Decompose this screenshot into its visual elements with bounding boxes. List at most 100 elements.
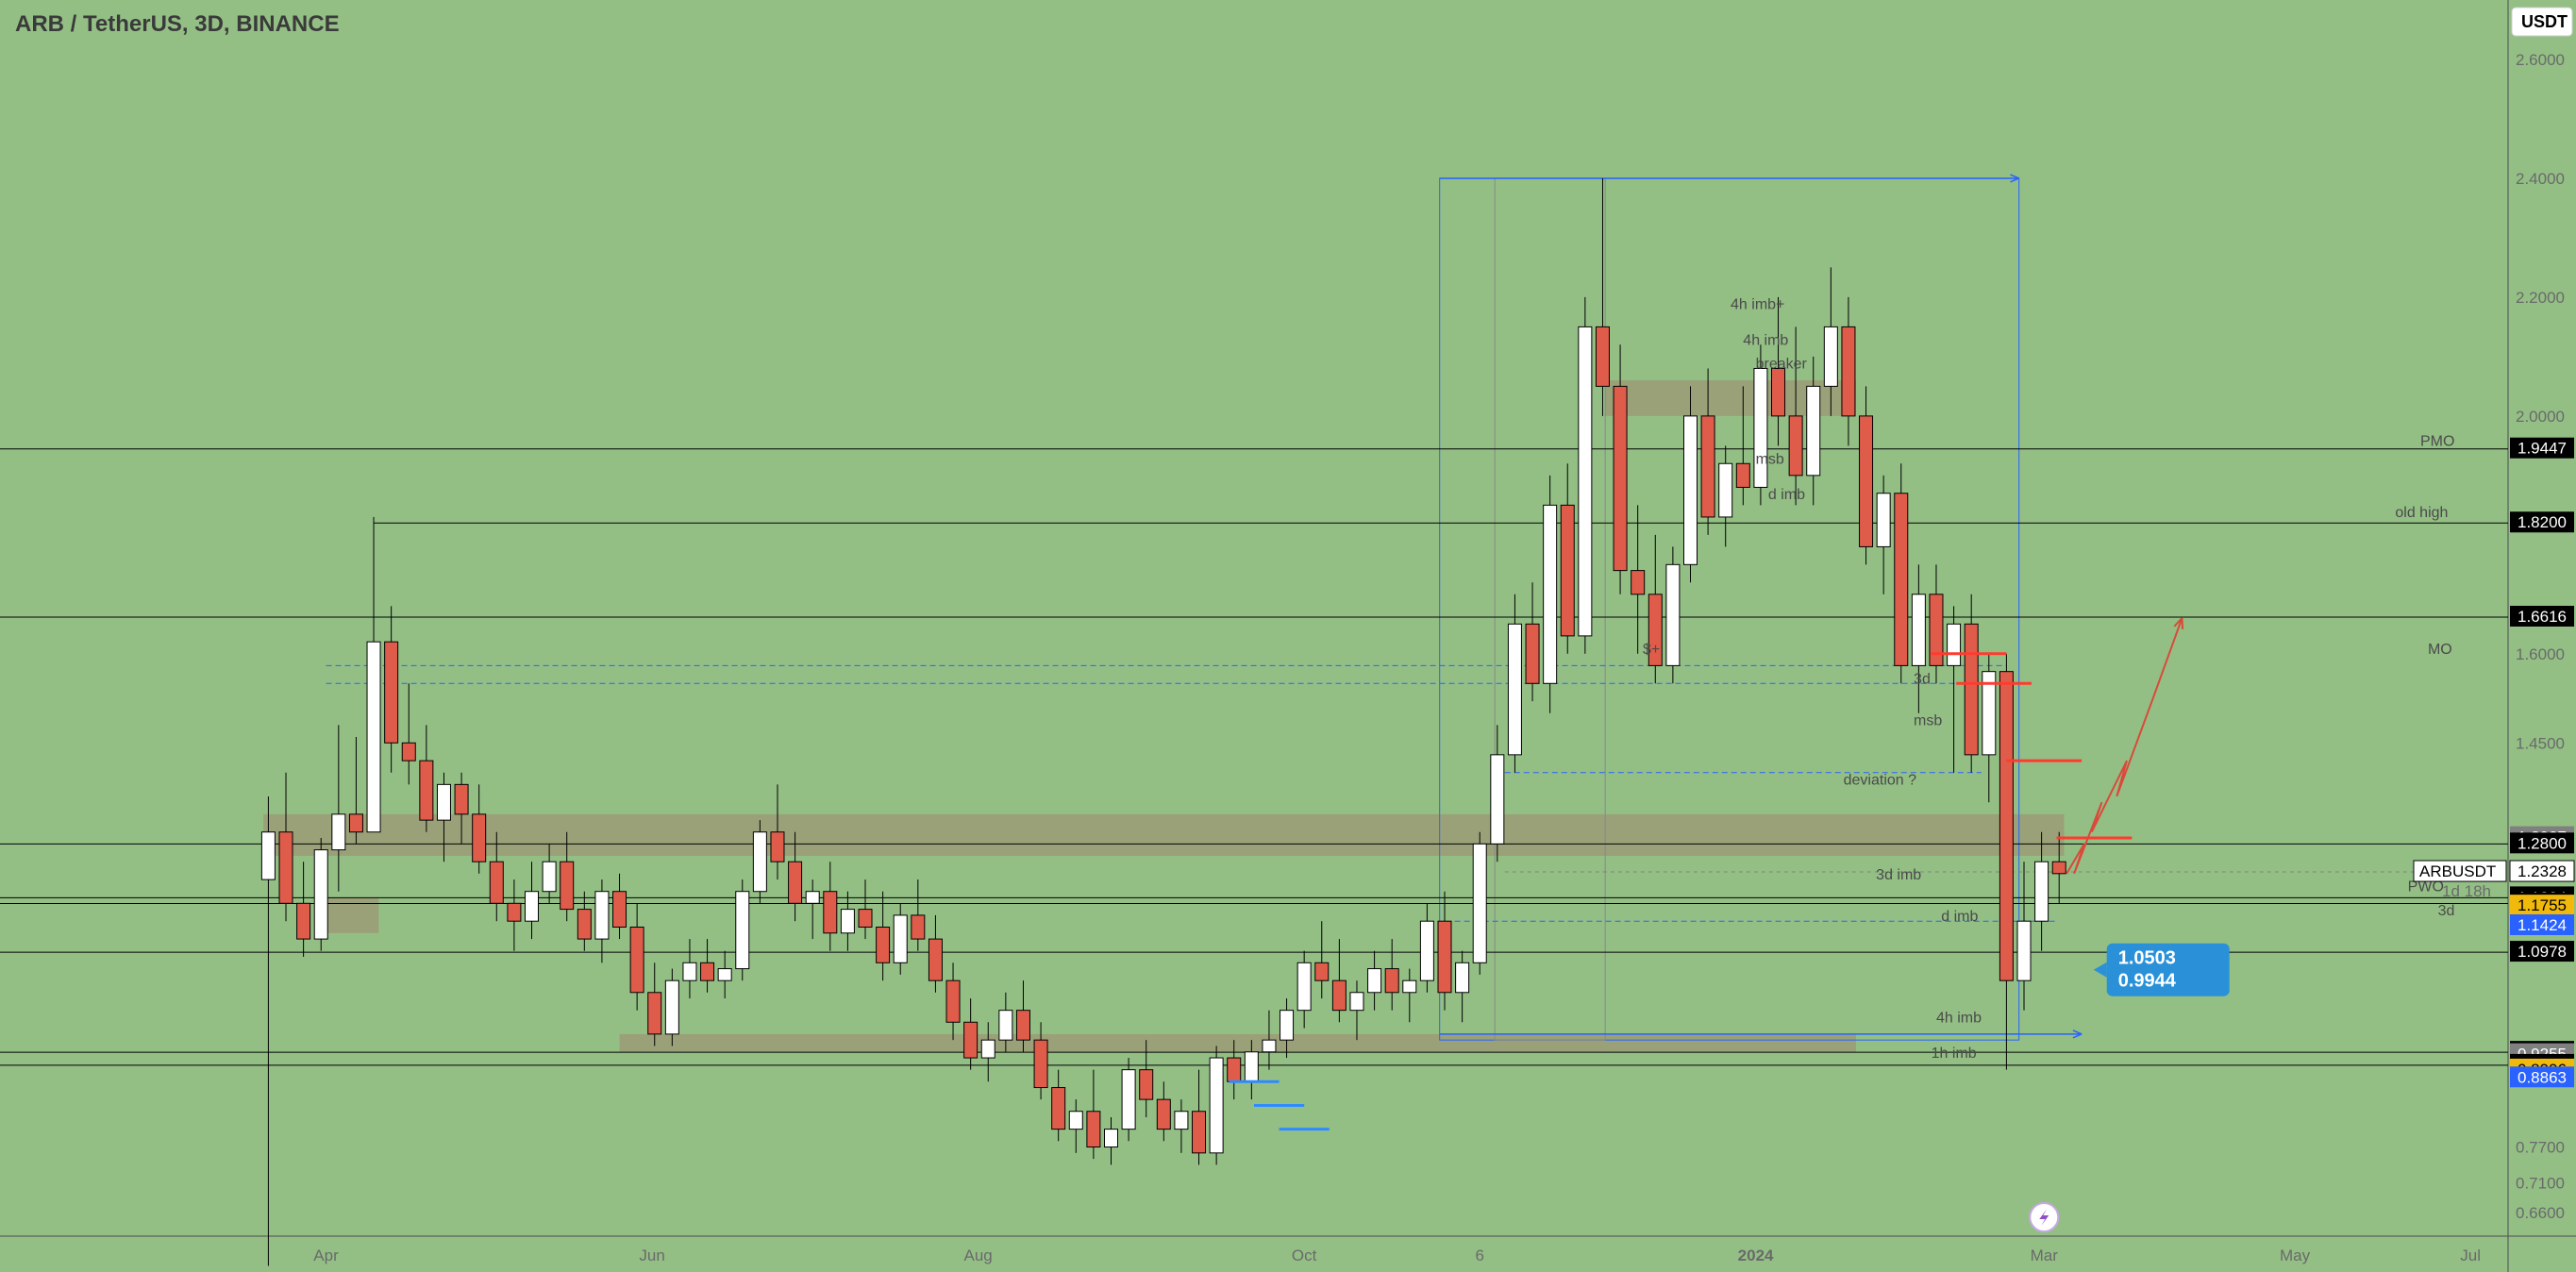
candle[interactable] [2052,862,2066,874]
candle[interactable] [1666,564,1680,665]
candle[interactable] [1385,969,1398,993]
candle[interactable] [261,832,275,879]
candle[interactable] [648,993,661,1034]
candle[interactable] [525,892,538,921]
candle[interactable] [613,892,627,928]
candle[interactable] [1544,505,1557,683]
candle[interactable] [1228,1058,1241,1081]
candle[interactable] [665,980,678,1034]
candle[interactable] [332,814,345,850]
candle[interactable] [981,1040,995,1058]
candle[interactable] [1456,962,1469,992]
candle[interactable] [1596,326,1609,386]
candle[interactable] [1350,993,1363,1011]
candle[interactable] [297,903,310,939]
candle[interactable] [1877,494,1890,547]
candle[interactable] [2017,921,2031,980]
candle[interactable] [1842,326,1855,415]
candle[interactable] [1069,1112,1082,1130]
candle[interactable] [279,832,293,904]
candle[interactable] [789,862,802,903]
candle[interactable] [1860,416,1873,547]
candle[interactable] [1104,1130,1117,1147]
candle[interactable] [824,892,837,933]
candle[interactable] [1736,463,1749,487]
candle[interactable] [508,903,521,921]
candle[interactable] [1965,624,1978,755]
candle[interactable] [964,1022,978,1058]
candle[interactable] [683,962,696,980]
candle[interactable] [1895,494,1908,666]
candle[interactable] [736,892,749,969]
candle[interactable] [1210,1058,1223,1153]
candle[interactable] [1280,1011,1294,1040]
candle[interactable] [560,862,574,909]
candle[interactable] [1087,1112,1100,1147]
candle[interactable] [473,814,486,862]
candle[interactable] [1912,594,1925,666]
candle[interactable] [455,784,468,813]
candle[interactable] [701,962,714,980]
candle[interactable] [1719,463,1732,517]
candle[interactable] [1683,416,1697,564]
candle[interactable] [771,832,784,862]
candle[interactable] [1157,1099,1170,1129]
candle[interactable] [1140,1070,1153,1099]
candle[interactable] [1297,962,1311,1010]
candle[interactable] [806,892,819,904]
candle[interactable] [367,642,380,832]
candle[interactable] [1016,1011,1029,1040]
candle[interactable] [1614,386,1627,570]
candle[interactable] [1999,672,2013,980]
candle[interactable] [1034,1040,1047,1087]
candle[interactable] [577,910,591,939]
candle[interactable] [946,980,960,1022]
candle[interactable] [1315,962,1329,980]
candle[interactable] [385,642,398,743]
candle[interactable] [543,862,556,891]
candle[interactable] [1631,571,1645,594]
candle[interactable] [420,761,433,820]
candle[interactable] [314,850,327,939]
candle[interactable] [1420,921,1433,980]
candle[interactable] [1193,1112,1206,1153]
candle[interactable] [1824,326,1837,386]
candle[interactable] [1561,505,1574,636]
candle[interactable] [928,939,942,980]
candle[interactable] [1245,1052,1258,1081]
candle[interactable] [841,910,854,933]
candle[interactable] [1491,755,1504,844]
candle[interactable] [595,892,609,939]
candle[interactable] [1807,386,1820,475]
candle[interactable] [1403,980,1416,993]
chart-svg[interactable]: 0.66000.71000.77001.45001.60002.00002.20… [0,0,2576,1272]
candle[interactable] [1772,368,1785,415]
candle[interactable] [718,969,731,981]
candle[interactable] [1754,368,1767,487]
candle[interactable] [402,743,415,761]
candle[interactable] [349,814,362,832]
candle[interactable] [1175,1112,1188,1130]
candle[interactable] [2035,862,2049,921]
candle[interactable] [894,915,907,962]
candle[interactable] [1473,844,1486,962]
candle[interactable] [1948,624,1961,665]
candle[interactable] [1526,624,1539,683]
candle[interactable] [1701,416,1715,517]
candle[interactable] [1052,1088,1065,1130]
candle[interactable] [859,910,872,928]
candle[interactable] [1508,624,1521,755]
candle[interactable] [1122,1070,1135,1130]
candle[interactable] [1368,969,1381,993]
candle[interactable] [437,784,450,820]
candle[interactable] [630,928,644,993]
candle[interactable] [1579,326,1592,636]
candle[interactable] [753,832,766,892]
candle[interactable] [1438,921,1451,993]
candle[interactable] [1789,416,1802,476]
candle[interactable] [999,1011,1012,1040]
candle[interactable] [877,928,890,963]
candle[interactable] [490,862,503,903]
candle[interactable] [912,915,925,939]
candle[interactable] [1332,980,1346,1010]
